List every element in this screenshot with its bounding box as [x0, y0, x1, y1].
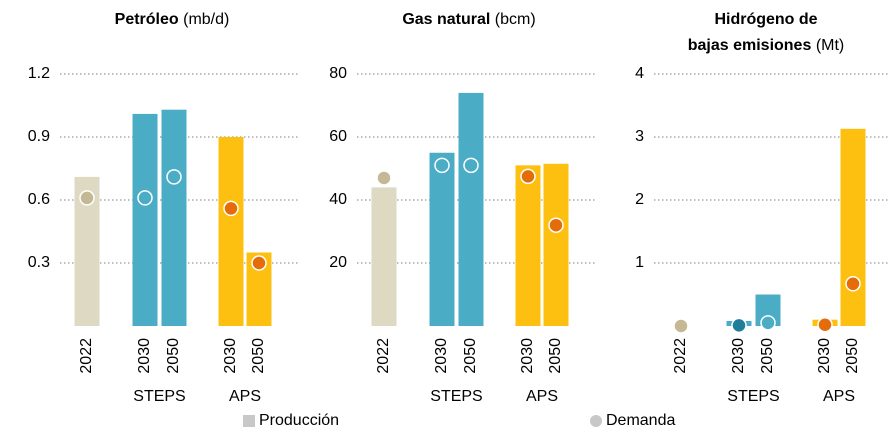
- y-tick-label: 60: [329, 128, 347, 145]
- x-tick-label: 2022: [375, 338, 392, 374]
- x-tick-label: 2030: [519, 338, 536, 374]
- dot: [845, 276, 861, 292]
- x-tick-label: 2030: [730, 338, 747, 374]
- y-tick-label: 2: [635, 191, 644, 208]
- dot: [79, 190, 95, 206]
- unit-text: (bcm): [495, 11, 536, 28]
- y-tick-label: 40: [329, 191, 347, 208]
- group-label: STEPS: [133, 388, 185, 405]
- dot: [223, 200, 239, 217]
- title-text: Petróleo: [115, 11, 179, 28]
- dot: [520, 168, 536, 185]
- dot: [463, 157, 479, 174]
- legend-label: Producción: [259, 412, 339, 429]
- y-tick-label: 0.6: [28, 191, 50, 208]
- legend-swatch: [590, 415, 602, 427]
- x-tick-label: 2030: [433, 338, 450, 374]
- group-label: STEPS: [727, 388, 779, 405]
- bar: [515, 165, 541, 326]
- x-tick-label: 2022: [78, 338, 95, 374]
- x-tick-label: 2050: [759, 338, 776, 374]
- dot: [548, 217, 564, 233]
- dot: [817, 316, 833, 333]
- unit-text: (mb/d): [183, 11, 229, 28]
- legend-label: Demanda: [606, 412, 675, 429]
- panel-title: Gas natural (bcm): [402, 11, 535, 28]
- panel-title: Hidrógeno de: [714, 11, 817, 28]
- unit-text: (Mt): [816, 37, 844, 54]
- dot: [673, 318, 689, 334]
- x-tick-label: 2030: [136, 338, 153, 374]
- x-tick-label: 2050: [844, 338, 861, 374]
- bar: [458, 92, 484, 327]
- y-tick-label: 3: [635, 128, 644, 145]
- y-tick-label: 0.3: [28, 254, 50, 271]
- dot: [137, 190, 153, 206]
- x-tick-label: 2022: [672, 338, 689, 374]
- y-tick-label: 1.2: [28, 65, 50, 82]
- dot: [760, 315, 776, 331]
- x-tick-label: 2050: [547, 338, 564, 374]
- bar: [543, 163, 569, 326]
- x-tick-label: 2030: [816, 338, 833, 374]
- y-tick-label: 80: [329, 65, 347, 82]
- title-text: bajas emisiones: [688, 37, 812, 54]
- group-label: STEPS: [430, 388, 482, 405]
- dot: [251, 255, 267, 271]
- x-tick-label: 2050: [462, 338, 479, 374]
- bar: [218, 137, 244, 326]
- bar: [161, 109, 187, 326]
- bar: [371, 187, 397, 326]
- y-tick-label: 4: [635, 65, 644, 82]
- panel-title: Petróleo (mb/d): [115, 11, 230, 28]
- bar: [429, 152, 455, 326]
- panel-title: bajas emisiones (Mt): [688, 37, 845, 54]
- group-label: APS: [823, 388, 855, 405]
- x-tick-label: 2050: [165, 338, 182, 374]
- bar: [132, 113, 158, 327]
- y-tick-label: 20: [329, 254, 347, 271]
- title-text: Gas natural: [402, 11, 490, 28]
- legend-swatch: [243, 415, 255, 427]
- dot: [376, 170, 392, 186]
- group-label: APS: [526, 388, 558, 405]
- y-tick-label: 0.9: [28, 128, 50, 145]
- dot: [731, 317, 747, 334]
- x-tick-label: 2050: [250, 338, 267, 374]
- group-label: APS: [229, 388, 261, 405]
- bar: [840, 128, 866, 326]
- dot: [166, 169, 182, 185]
- title-text: Hidrógeno de: [714, 11, 817, 28]
- y-tick-label: 1: [635, 254, 644, 271]
- dot: [434, 157, 450, 174]
- x-tick-label: 2030: [222, 338, 239, 374]
